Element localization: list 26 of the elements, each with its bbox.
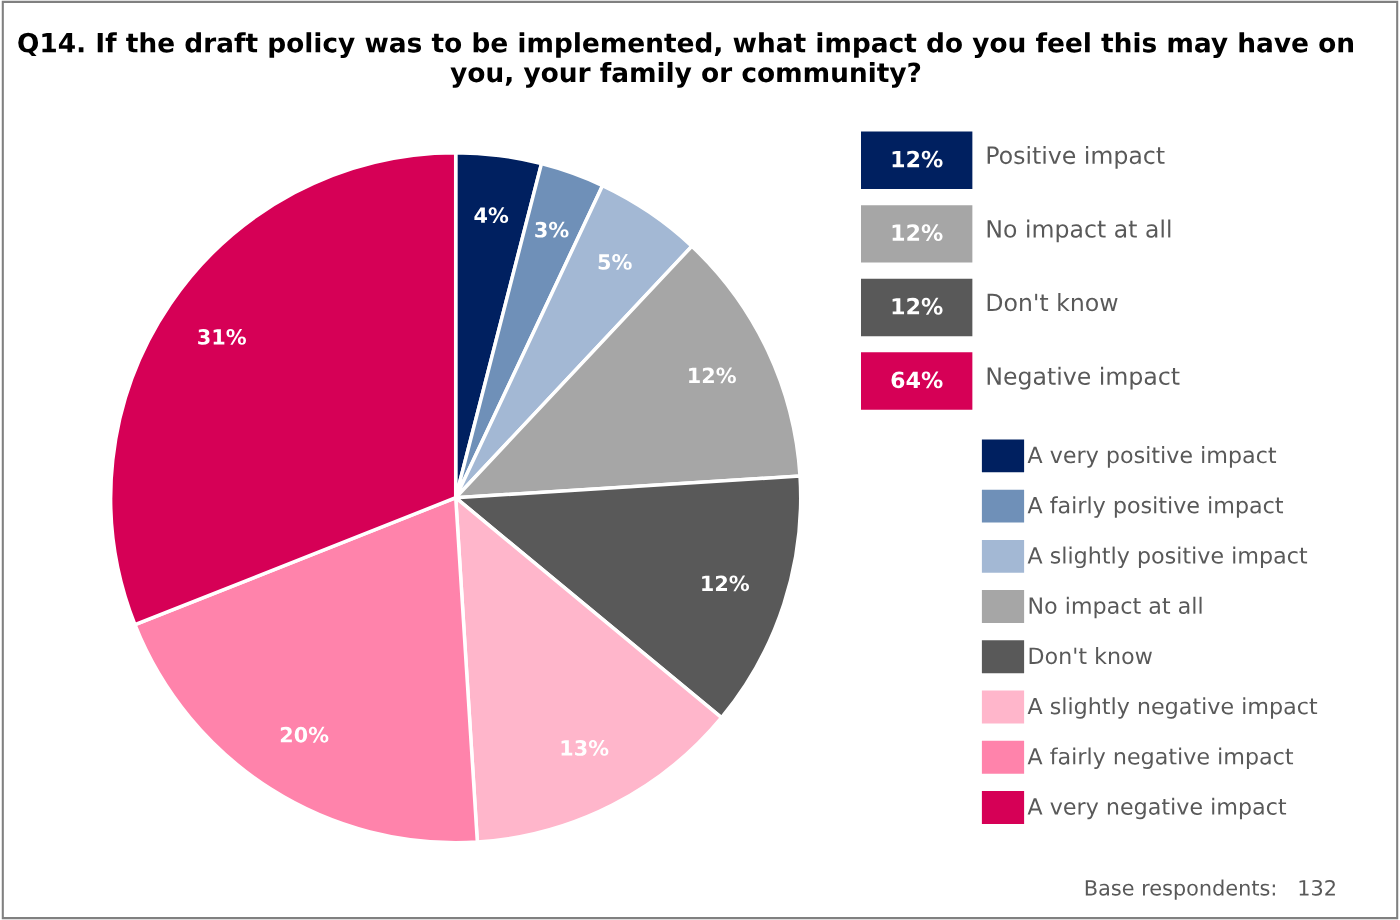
category-label: Positive impact	[987, 145, 1165, 169]
legend-label: A slightly positive impact	[1027, 546, 1308, 569]
data-label: 3%	[535, 221, 569, 238]
legend-label: No impact at all	[1029, 596, 1202, 619]
data-label: 12%	[702, 575, 750, 592]
text: 12%	[892, 224, 943, 242]
category-label: No impact at all	[987, 219, 1171, 243]
chart-title: Q14. If the draft policy was to be implemented, what impact do you feel this may have on you, your family or community?	[18, 32, 1353, 88]
legend-label: Don't know	[1029, 647, 1152, 665]
text: 12%	[892, 150, 943, 168]
text: Base respondents: 132	[1085, 879, 1335, 900]
text: 12%	[892, 297, 943, 315]
data-label: 5%	[598, 254, 632, 270]
text: 64%	[891, 371, 943, 389]
legend-label: A slightly negative impact	[1027, 697, 1318, 719]
category-label: Don't know	[987, 293, 1118, 312]
data-label: 31%	[198, 328, 246, 345]
category-label: Negative impact	[987, 366, 1180, 390]
data-label: 20%	[280, 726, 329, 743]
data-label: 13%	[561, 740, 609, 756]
data-label: 4%	[474, 207, 509, 224]
legend-label: A fairly negative impact	[1027, 747, 1294, 769]
legend-label: A fairly positive impact	[1027, 496, 1284, 518]
data-label: 12%	[689, 367, 736, 384]
legend-label: A very negative impact	[1027, 797, 1287, 820]
legend-label: A very positive impact	[1027, 446, 1277, 468]
